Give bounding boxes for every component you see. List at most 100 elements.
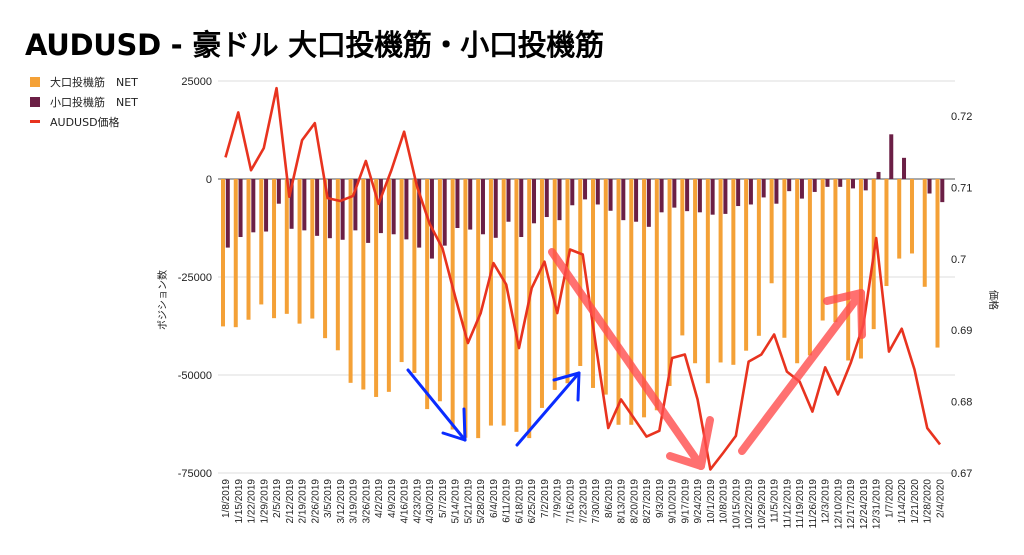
bar-small-net <box>748 179 753 205</box>
bar-large-net <box>552 179 557 390</box>
x-tick-label: 5/21/2019 <box>463 479 474 524</box>
bar-large-net <box>450 179 455 430</box>
bar-large-net <box>539 179 544 408</box>
x-tick-label: 11/26/2019 <box>808 479 819 529</box>
x-tick-label: 3/19/2019 <box>349 479 360 524</box>
x-tick-label: 1/29/2019 <box>259 479 270 524</box>
bar-small-net <box>289 179 294 229</box>
x-tick-label: 5/7/2019 <box>438 479 449 518</box>
x-tick-label: 2/12/2019 <box>285 479 296 524</box>
x-tick-label: 2/4/2020 <box>936 479 947 518</box>
x-tick-label: 1/14/2020 <box>897 479 908 524</box>
bar-small-net <box>493 179 498 238</box>
x-tick-label: 1/22/2019 <box>247 479 258 524</box>
bar-large-net <box>616 179 621 425</box>
bar-small-net <box>480 179 485 235</box>
bar-large-net <box>591 179 596 388</box>
legend-swatch-price <box>30 120 40 123</box>
bar-small-net <box>417 179 422 248</box>
bar-large-net <box>769 179 774 284</box>
x-tick-label: 9/24/2019 <box>693 479 704 524</box>
bar-small-net <box>442 179 447 246</box>
legend-swatch-small <box>30 96 40 107</box>
bar-small-net <box>646 179 651 227</box>
legend-swatch-large <box>30 76 40 87</box>
bar-large-net <box>795 179 800 364</box>
bar-small-net <box>225 179 230 248</box>
x-tick-label: 12/24/2019 <box>859 479 870 529</box>
bar-large-net <box>782 179 787 338</box>
bar-large-net <box>705 179 710 384</box>
legend-item-small: 小口投機筋 NET <box>30 93 138 110</box>
x-tick-label: 9/10/2019 <box>668 479 679 524</box>
bar-small-net <box>506 179 511 222</box>
bar-large-net <box>846 179 851 361</box>
y2-axis-title: 価格 <box>987 290 1000 310</box>
x-tick-label: 6/18/2019 <box>514 479 525 524</box>
bar-large-net <box>922 179 927 287</box>
bar-small-net <box>366 179 371 243</box>
x-tick-label: 3/5/2019 <box>323 479 334 518</box>
y2-tick-label: 0.7 <box>951 254 966 266</box>
x-tick-label: 4/9/2019 <box>387 479 398 518</box>
bar-large-net <box>833 179 838 323</box>
bar-large-net <box>361 179 366 390</box>
legend-item-large: 大口投機筋 NET <box>30 73 138 90</box>
x-tick-label: 7/30/2019 <box>591 479 602 524</box>
bar-large-net <box>514 179 519 432</box>
bar-large-net <box>578 179 583 366</box>
bar-small-net <box>723 179 728 214</box>
x-tick-label: 12/31/2019 <box>872 479 883 529</box>
y2-tick-label: 0.72 <box>951 111 972 123</box>
bar-large-net <box>642 179 647 418</box>
red-arrow-up-stroke <box>857 289 866 339</box>
x-tick-label: 10/22/2019 <box>744 479 755 529</box>
bar-large-net <box>807 179 812 356</box>
x-tick-label: 1/28/2020 <box>923 479 934 524</box>
bar-large-net <box>629 179 634 425</box>
x-tick-label: 7/16/2019 <box>565 479 576 524</box>
x-tick-label: 4/30/2019 <box>425 479 436 524</box>
bar-large-net <box>858 179 863 359</box>
blue-arrow-up-stroke <box>515 371 581 447</box>
x-tick-label: 10/15/2019 <box>731 479 742 529</box>
bar-small-net <box>774 179 779 204</box>
red-arrow-up-stroke <box>738 289 865 455</box>
blue-arrow-down-stroke <box>441 431 467 442</box>
bar-large-net <box>756 179 761 336</box>
bar-small-net <box>276 179 281 204</box>
x-tick-label: 8/6/2019 <box>604 479 615 518</box>
bar-small-net <box>634 179 639 222</box>
bar-small-net <box>238 179 243 238</box>
bar-small-net <box>404 179 409 240</box>
x-tick-label: 8/20/2019 <box>629 479 640 524</box>
price-line <box>224 86 942 471</box>
bar-large-net <box>654 179 659 411</box>
bar-large-net <box>437 179 442 402</box>
red-arrow-up-stroke <box>823 289 865 305</box>
x-tick-label: 5/28/2019 <box>476 479 487 524</box>
bar-small-net <box>468 179 473 230</box>
x-tick-label: 11/12/2019 <box>782 479 793 529</box>
x-tick-label: 12/10/2019 <box>833 479 844 529</box>
x-tick-label: 2/5/2019 <box>272 479 283 518</box>
bar-small-net <box>455 179 460 228</box>
bar-small-net <box>340 179 345 240</box>
bar-small-net <box>570 179 575 206</box>
red-arrow-down-stroke <box>548 248 705 470</box>
bar-small-net <box>391 179 396 235</box>
bar-large-net <box>744 179 749 351</box>
bar-large-net <box>820 179 825 321</box>
bar-small-net <box>697 179 702 213</box>
x-tick-label: 8/13/2019 <box>617 479 628 524</box>
chart-title: AUDUSD - 豪ドル 大口投機筋・小口投機筋 <box>25 28 604 62</box>
bar-small-net <box>736 179 741 207</box>
bar-large-net <box>335 179 340 351</box>
bar-small-net <box>876 171 881 179</box>
bar-large-net <box>233 179 238 328</box>
bar-small-net <box>940 179 945 203</box>
bar-large-net <box>476 179 481 439</box>
x-tick-label: 7/23/2019 <box>578 479 589 524</box>
bar-large-net <box>272 179 277 319</box>
